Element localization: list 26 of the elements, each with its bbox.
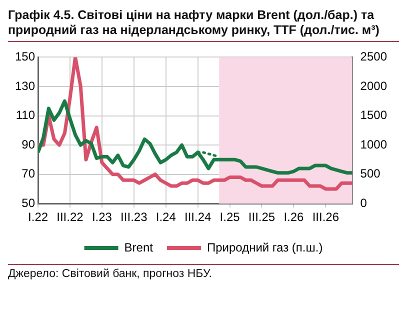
- y-tick-label: 70: [22, 166, 36, 181]
- x-tick-label: I.26: [284, 210, 304, 224]
- x-tick-label: III.25: [248, 210, 276, 224]
- x-tick-label: III.22: [56, 210, 84, 224]
- y-tick-label: 130: [14, 78, 36, 93]
- legend-label: Природний газ (п.ш.): [206, 240, 323, 254]
- legend-label: Brent: [124, 240, 154, 254]
- y2-tick-label: 2000: [360, 78, 388, 93]
- y-tick-label: 90: [22, 137, 36, 152]
- y-tick-label: 50: [22, 196, 36, 210]
- x-tick-label: I.23: [92, 210, 112, 224]
- y-tick-label: 110: [16, 108, 36, 122]
- y-tick-label: 150: [14, 50, 36, 64]
- y2-tick-label: 0: [360, 196, 368, 210]
- chart-title: Графік 4.5. Світові ціни на нафту марки Brent (дол./бар.) та природний газ на нідерландському ринку, TTF (дол./тис. м³): [8, 8, 399, 42]
- x-tick-label: III.23: [120, 210, 148, 224]
- y2-tick-label: 1000: [360, 137, 388, 152]
- x-tick-label: III.24: [184, 210, 212, 224]
- x-tick-label: I.25: [220, 210, 240, 224]
- x-tick-label: I.22: [28, 210, 48, 224]
- x-tick-label: I.24: [156, 210, 176, 224]
- text: Джерело: Світовий банк, прогноз НБУ.: [8, 268, 213, 280]
- y2-tick-label: 2500: [360, 50, 388, 64]
- y2-tick-label: 500: [360, 166, 381, 181]
- y2-tick-label: 1500: [360, 108, 388, 122]
- x-tick-label: III.26: [312, 210, 340, 224]
